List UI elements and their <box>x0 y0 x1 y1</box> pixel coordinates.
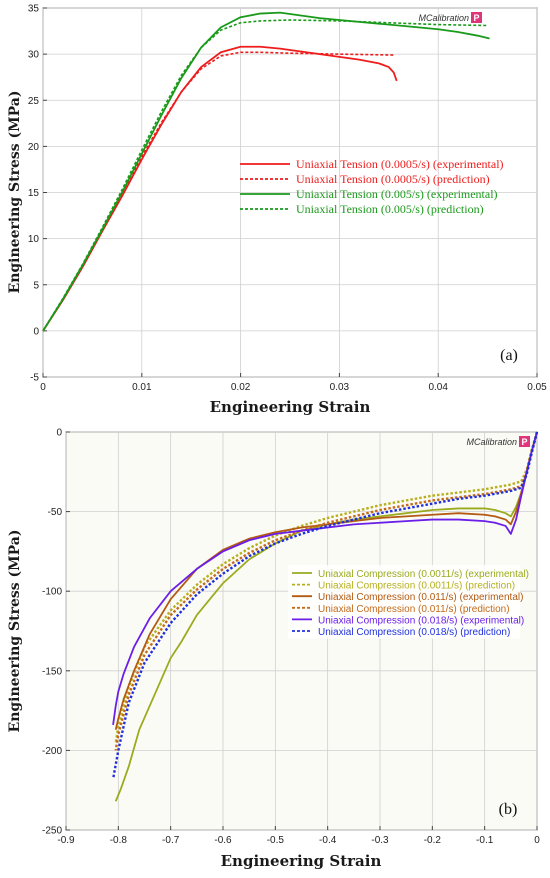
logo-mark-icon <box>519 436 530 447</box>
x-tick-label: -0.4 <box>319 835 337 846</box>
legend-entry: Uniaxial Compression (0.011/s) (predicti… <box>318 604 510 615</box>
y-tick-label: -100 <box>42 587 62 598</box>
series-a <box>42 11 490 332</box>
x-tick-label: -0.9 <box>57 835 75 846</box>
x-axis-title-a: Engineering Strain <box>210 398 371 416</box>
y-tick-label: 5 <box>33 280 39 291</box>
x-tick-label: -0.2 <box>424 835 442 846</box>
legend-entry: Uniaxial Tension (0.0005/s) (experimenta… <box>296 157 504 171</box>
x-tick-label: -0.8 <box>110 835 128 846</box>
y-tick-label: 0 <box>33 326 39 337</box>
legend-entry: Uniaxial Tension (0.005/s) (experimental… <box>296 187 498 201</box>
y-tick-label: -200 <box>42 746 62 757</box>
legend-entry: Uniaxial Tension (0.0005/s) (prediction) <box>296 172 490 186</box>
legend-background <box>288 565 520 639</box>
legend-entry: Uniaxial Tension (0.005/s) (prediction) <box>296 202 484 216</box>
grid-a <box>42 7 538 378</box>
legend-entry: Uniaxial Compression (0.0011/s) (experim… <box>318 569 529 580</box>
x-tick-label: 0.03 <box>330 382 350 393</box>
logo-text: MCalibration <box>418 13 469 23</box>
x-tick-label: 0.05 <box>527 382 547 393</box>
x-tick-label: 0.01 <box>132 382 152 393</box>
x-axis-title-b: Engineering Strain <box>221 852 382 870</box>
y-tick-label: -5 <box>30 373 39 384</box>
x-tick-label: -0.6 <box>214 835 232 846</box>
x-tick-label: 0.04 <box>428 382 448 393</box>
x-tick-label: 0 <box>40 382 46 393</box>
logo-a: MCalibration P <box>418 12 482 23</box>
x-tick-label: -0.5 <box>267 835 285 846</box>
legend-entry: Uniaxial Compression (0.0011/s) (predict… <box>318 581 515 592</box>
chart-panel-b: -0.9 -0.8 -0.7 -0.6 -0.5 -0.4 -0.3 -0.2 -0.1 0 -25… <box>7 428 540 871</box>
logo-mark-letter: P <box>473 13 479 23</box>
logo-b: MCalibration P <box>466 436 530 447</box>
legend-entry: Uniaxial Compression (0.018/s) (predicti… <box>318 627 510 638</box>
logo-mark-letter: P <box>521 437 527 447</box>
logo-mark-icon <box>471 12 482 23</box>
legend-entry: Uniaxial Compression (0.018/s) (experime… <box>318 615 524 626</box>
x-tick-label: 0.02 <box>231 382 251 393</box>
x-tick-label: 0 <box>534 835 540 846</box>
series-line-4 <box>114 431 539 751</box>
legend-b: Uniaxial Compression (0.0011/s) (experim… <box>288 565 529 639</box>
y-tick-label: -50 <box>48 507 63 518</box>
panel-label-a: (a) <box>500 347 518 364</box>
grid-b <box>65 431 538 831</box>
series-line-4 <box>42 19 488 332</box>
y-tick-label: 15 <box>28 188 40 199</box>
y-tick-label: 30 <box>28 50 40 61</box>
x-tick-label: -0.7 <box>162 835 180 846</box>
series-line-1 <box>42 45 398 332</box>
series-line-2 <box>42 51 394 332</box>
y-axis-title-b: Engineering Stress (MPa) <box>7 530 23 733</box>
logo-text: MCalibration <box>466 437 517 447</box>
y-tick-label: 20 <box>28 142 40 153</box>
series-line-5 <box>112 431 538 726</box>
series-line-6 <box>111 431 539 780</box>
axes-b: -0.9 -0.8 -0.7 -0.6 -0.5 -0.4 -0.3 -0.2 -0.1 0 -25… <box>42 428 540 847</box>
x-tick-label: -0.3 <box>371 835 389 846</box>
panel-label-b: (b) <box>499 801 518 818</box>
y-tick-label: 35 <box>28 4 40 15</box>
y-tick-label: -250 <box>42 826 62 837</box>
y-tick-label: 25 <box>28 96 40 107</box>
y-tick-label: 0 <box>56 428 62 439</box>
series-line-2 <box>114 431 539 743</box>
series-line-3 <box>114 431 538 730</box>
series-b <box>111 431 539 802</box>
x-tick-label: -0.1 <box>476 835 494 846</box>
y-axis-title-a: Engineering Stress (MPa) <box>7 91 23 294</box>
series-line-3 <box>42 11 490 332</box>
y-tick-label: 10 <box>28 234 40 245</box>
legend-a: Uniaxial Tension (0.0005/s) (experimenta… <box>240 157 504 216</box>
y-tick-label: -150 <box>42 666 62 677</box>
legend-entry: Uniaxial Compression (0.011/s) (experime… <box>318 592 523 603</box>
